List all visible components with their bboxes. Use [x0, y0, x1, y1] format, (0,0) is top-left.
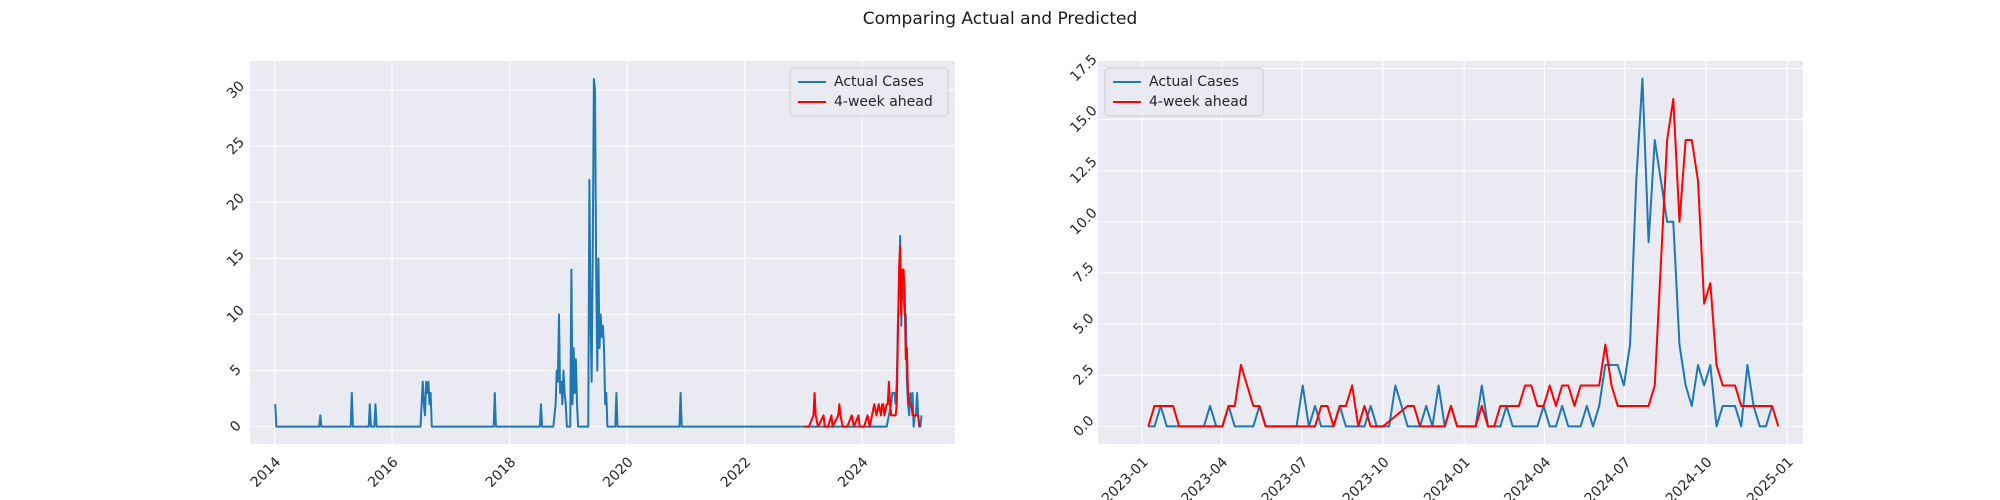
- y-tick-label: 30: [224, 78, 248, 102]
- x-tick-label: 2016: [365, 454, 402, 491]
- legend-label: 4-week ahead: [834, 94, 933, 110]
- y-tick-label: 10: [224, 303, 248, 327]
- x-tick-label: 2024-10: [1663, 454, 1716, 500]
- x-tick-label: 2023-10: [1340, 454, 1393, 500]
- y-tick-label: 5.0: [1070, 311, 1097, 338]
- legend-label: Actual Cases: [834, 74, 924, 90]
- legend-frame: [789, 67, 949, 117]
- y-tick-label: 10.0: [1067, 205, 1100, 238]
- y-tick-label: 15.0: [1067, 103, 1100, 136]
- series-line-4-week-ahead: [1147, 98, 1780, 428]
- y-tick-label: 5: [227, 362, 245, 380]
- y-tick-label: 7.5: [1070, 259, 1097, 286]
- y-tick-label: 2.5: [1070, 362, 1097, 389]
- legend-frame: [1104, 67, 1264, 117]
- legend-label: Actual Cases: [1149, 74, 1239, 90]
- chart-right: 2023-01 2023-04 2023-07 2023-10 2024-01 2024-…: [1067, 52, 1803, 500]
- legend-label: 4-week ahead: [1149, 94, 1248, 110]
- legend: Actual Cases 4-week ahead: [1104, 67, 1264, 117]
- x-tick-label: 2023-04: [1178, 454, 1231, 500]
- chart-left: 2014 2016 2018 2020 2022 2024 0 5 10 15 20 25 30 Actu…: [224, 61, 955, 491]
- plot-background: [250, 61, 955, 444]
- figure-suptitle: Comparing Actual and Predicted: [863, 9, 1138, 29]
- x-tick-label: 2022: [718, 454, 755, 491]
- y-tick-label: 12.5: [1067, 154, 1100, 187]
- x-tick-label: 2025-01: [1744, 454, 1797, 500]
- series-line-4-week-ahead: [804, 246, 921, 428]
- x-tick-label: 2020: [600, 454, 637, 491]
- legend: Actual Cases 4-week ahead: [789, 67, 949, 117]
- x-tick-label: 2018: [483, 454, 520, 491]
- y-tick-label: 25: [224, 134, 248, 158]
- x-tick-label: 2024-04: [1501, 454, 1554, 500]
- x-tick-label: 2023-01: [1099, 454, 1152, 500]
- plot-background: [1098, 61, 1803, 444]
- x-tick-label: 2023-07: [1259, 454, 1312, 500]
- y-tick-label: 15: [224, 246, 248, 270]
- y-tick-label: 0.0: [1070, 413, 1097, 440]
- x-tick-label: 2024-07: [1582, 454, 1635, 500]
- y-tick-label: 20: [224, 190, 248, 214]
- x-tick-label: 2014: [248, 454, 285, 491]
- x-tick-label: 2024-01: [1421, 454, 1474, 500]
- y-tick-label: 17.5: [1067, 52, 1100, 85]
- x-tick-label: 2024: [835, 454, 872, 491]
- y-tick-label: 0: [227, 418, 245, 436]
